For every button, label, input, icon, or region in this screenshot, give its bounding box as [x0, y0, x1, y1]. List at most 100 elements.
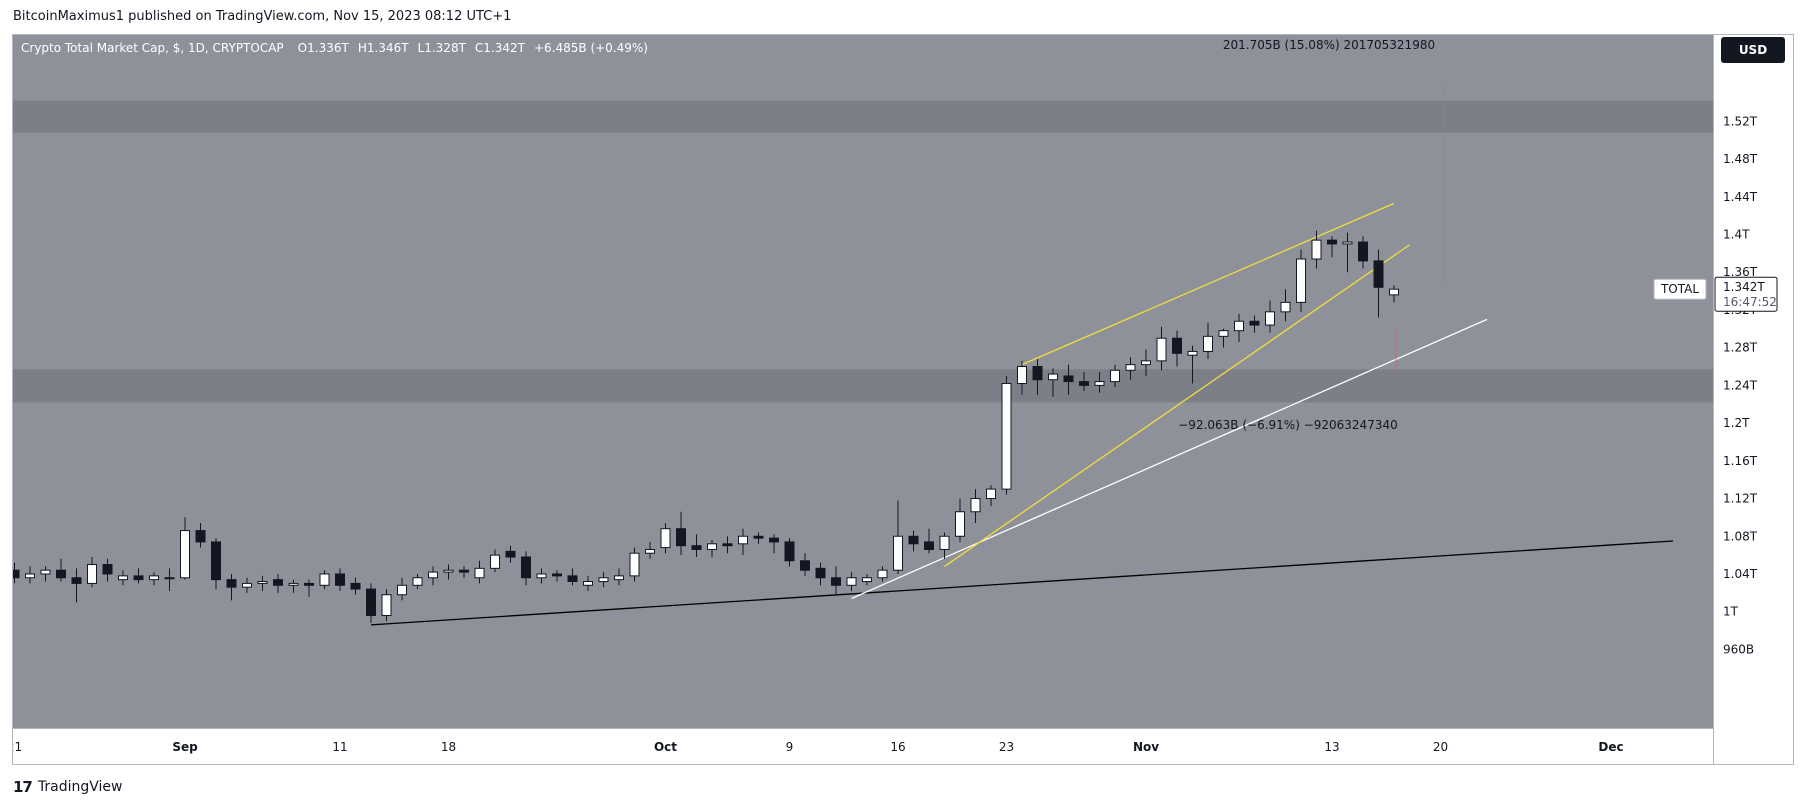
candle[interactable]	[1389, 285, 1399, 303]
candle[interactable]	[1079, 372, 1089, 392]
chart-panel[interactable]: 201.705B (15.08%) 201705321980 −92.063B (…	[12, 34, 1794, 765]
candle[interactable]	[13, 562, 20, 584]
candle[interactable]	[195, 523, 206, 548]
candle[interactable]	[102, 558, 113, 582]
candle[interactable]	[1141, 349, 1151, 376]
candle[interactable]	[1110, 364, 1120, 388]
candle[interactable]	[986, 485, 996, 507]
candle[interactable]	[924, 528, 934, 554]
total-label[interactable]: TOTAL	[1653, 278, 1707, 300]
candle[interactable]	[908, 530, 919, 552]
candle[interactable]	[536, 568, 547, 584]
candle[interactable]	[1249, 315, 1260, 333]
candle[interactable]	[335, 568, 345, 591]
candle[interactable]	[645, 541, 655, 559]
candle[interactable]	[366, 583, 376, 624]
candle[interactable]	[1296, 249, 1306, 312]
wedge-upper-trendline[interactable]	[1021, 202, 1395, 366]
candle[interactable]	[769, 534, 779, 554]
candle[interactable]	[831, 566, 841, 595]
candle[interactable]	[707, 540, 717, 558]
candle[interactable]	[350, 577, 361, 595]
candle[interactable]	[722, 536, 733, 554]
candle[interactable]	[1094, 372, 1105, 393]
candle[interactable]	[800, 553, 810, 576]
candle[interactable]	[1373, 249, 1384, 318]
candle[interactable]	[1125, 357, 1136, 380]
candle[interactable]	[753, 532, 764, 544]
candle[interactable]	[56, 558, 66, 582]
candle[interactable]	[288, 579, 299, 593]
candle[interactable]	[970, 489, 981, 524]
candle[interactable]	[381, 589, 392, 622]
candle[interactable]	[815, 562, 826, 586]
candle[interactable]	[1017, 360, 1027, 395]
candle[interactable]	[133, 568, 144, 584]
candle[interactable]	[412, 573, 423, 590]
candle[interactable]	[598, 572, 609, 588]
candle[interactable]	[784, 538, 795, 567]
candle[interactable]	[87, 557, 97, 588]
candlestick-chart[interactable]: 201.705B (15.08%) 201705321980 −92.063B (…	[13, 35, 1793, 764]
candle[interactable]	[955, 498, 965, 542]
time-axis[interactable]	[13, 728, 1713, 764]
candle[interactable]	[552, 570, 562, 582]
candle[interactable]	[211, 538, 221, 590]
candle[interactable]	[1001, 375, 1012, 495]
candle[interactable]	[567, 568, 578, 586]
price-axis[interactable]	[1713, 35, 1793, 764]
candle[interactable]	[474, 560, 485, 584]
candle[interactable]	[180, 517, 190, 580]
candle[interactable]	[226, 573, 237, 601]
candle[interactable]	[629, 547, 640, 582]
candle[interactable]	[691, 534, 702, 558]
candle[interactable]	[1203, 323, 1213, 359]
candle[interactable]	[1358, 236, 1368, 269]
candle[interactable]	[1187, 345, 1198, 384]
candle[interactable]	[1063, 364, 1074, 395]
candle[interactable]	[893, 500, 903, 574]
candle[interactable]	[1327, 236, 1337, 258]
candle[interactable]	[1265, 300, 1275, 333]
candle[interactable]	[1311, 230, 1322, 269]
currency-button[interactable]: USD	[1721, 37, 1785, 63]
candle[interactable]	[459, 566, 469, 578]
candle[interactable]	[242, 577, 252, 593]
candle[interactable]	[25, 566, 35, 584]
ohlc-legend[interactable]: Crypto Total Market Cap, $, 1D, CRYPTOCA…	[21, 41, 648, 55]
candle[interactable]	[505, 545, 516, 563]
candle[interactable]	[164, 568, 175, 591]
candle[interactable]	[40, 566, 51, 582]
candle[interactable]	[1032, 358, 1043, 395]
candle[interactable]	[846, 572, 857, 591]
candle[interactable]	[614, 568, 624, 586]
candle[interactable]	[443, 564, 454, 580]
white-support-trendline[interactable]	[851, 318, 1488, 600]
candle[interactable]	[273, 573, 283, 593]
candle[interactable]	[1156, 326, 1167, 371]
candle[interactable]	[1048, 368, 1058, 397]
candle[interactable]	[1280, 289, 1291, 322]
candle[interactable]	[862, 573, 872, 586]
candle[interactable]	[428, 566, 438, 586]
wedge-lower-trendline[interactable]	[944, 244, 1410, 567]
tradingview-logo[interactable]: 17 TradingView	[13, 778, 122, 796]
candle[interactable]	[660, 523, 671, 554]
candle[interactable]	[490, 549, 500, 573]
candle[interactable]	[939, 532, 950, 559]
candle[interactable]	[1218, 328, 1229, 348]
candle[interactable]	[1172, 330, 1182, 367]
candle[interactable]	[738, 528, 748, 556]
candle[interactable]	[1342, 232, 1353, 273]
candle[interactable]	[304, 579, 314, 597]
candle[interactable]	[521, 551, 531, 586]
candle[interactable]	[877, 566, 888, 582]
candle[interactable]	[118, 570, 128, 586]
candle[interactable]	[676, 511, 686, 556]
candle[interactable]	[397, 577, 407, 601]
black-support-trendline[interactable]	[370, 540, 1674, 626]
candle[interactable]	[319, 570, 330, 590]
candle[interactable]	[1234, 313, 1244, 343]
candle[interactable]	[583, 575, 593, 591]
